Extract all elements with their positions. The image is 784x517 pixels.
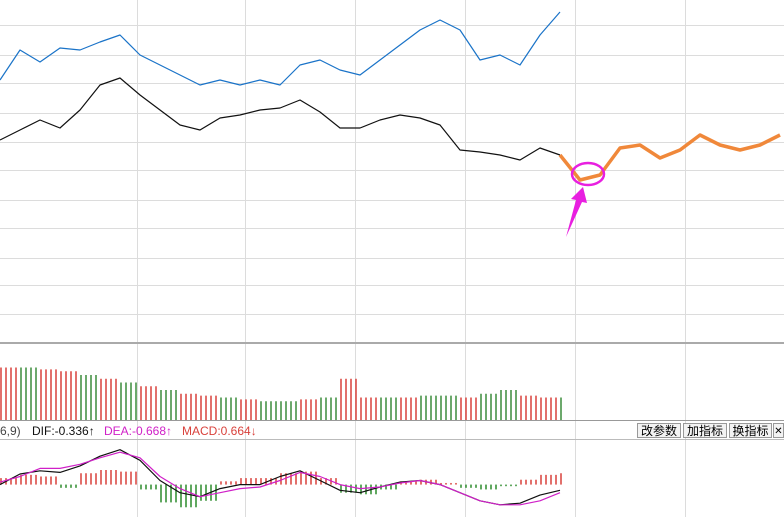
- macd-label: MACD:0.664↓: [182, 424, 257, 438]
- indicator-params: 6,9): [0, 424, 21, 438]
- pointer-arrow: [566, 187, 587, 237]
- edit-params-button[interactable]: 改参数: [637, 423, 681, 438]
- switch-indicator-button[interactable]: 换指标: [729, 423, 772, 438]
- series-line: [0, 11, 561, 86]
- add-indicator-button[interactable]: 加指标: [683, 423, 727, 438]
- indicator-bar: 6,9) DIF:-0.336↑ DEA:-0.668↑ MACD:0.664↓…: [0, 420, 784, 440]
- dea-label: DEA:-0.668↑: [104, 424, 173, 438]
- series-line: [0, 77, 561, 161]
- series-line: [0, 449, 561, 506]
- highlight-circle: [570, 161, 606, 187]
- series-line: [558, 133, 781, 182]
- series-line: [0, 451, 561, 506]
- close-button[interactable]: ✕: [773, 423, 784, 438]
- dif-label: DIF:-0.336↑: [32, 424, 95, 438]
